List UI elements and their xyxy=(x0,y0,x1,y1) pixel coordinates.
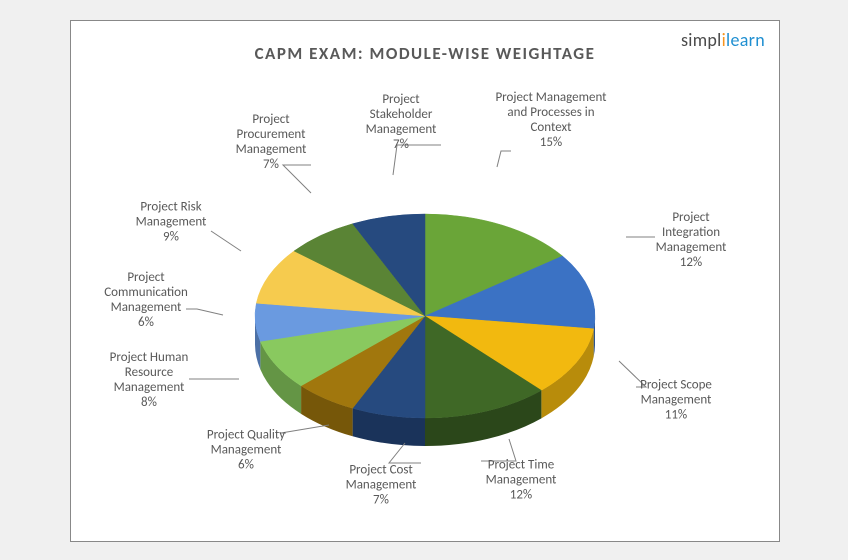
leader-line xyxy=(393,145,441,175)
chart-title: CAPM EXAM: MODULE-WISE WEIGHTAGE xyxy=(71,43,779,64)
leader-line xyxy=(481,439,516,461)
leader-line xyxy=(281,425,329,433)
leader-line xyxy=(283,165,311,193)
pie-chart: Project Managementand Processes inContex… xyxy=(71,81,779,541)
leader-line xyxy=(186,309,223,315)
leader-line xyxy=(497,151,511,167)
leader-line xyxy=(619,361,646,387)
leader-line xyxy=(211,231,241,251)
chart-frame: simplilearn CAPM EXAM: MODULE-WISE WEIGH… xyxy=(70,20,780,542)
leader-line xyxy=(389,443,421,463)
